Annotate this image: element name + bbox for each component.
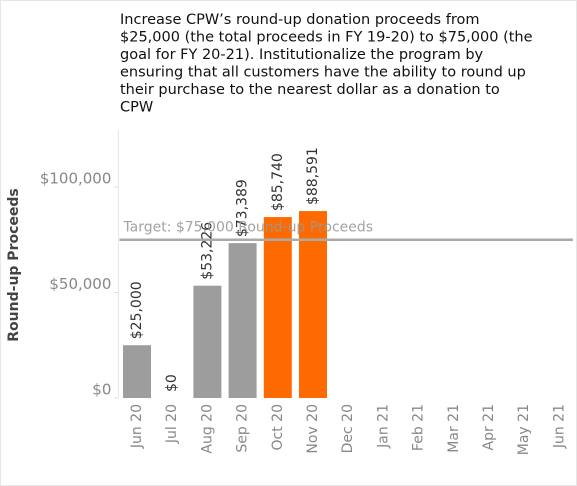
bar (228, 243, 257, 398)
title-line: their purchase to the nearest dollar as … (120, 82, 500, 98)
value-label: $88,591 (305, 147, 321, 205)
title-line: ensuring that all customers have the abi… (120, 65, 526, 81)
x-tick-label: Apr 21 (481, 404, 497, 450)
x-tick-label: Sep 20 (235, 404, 251, 453)
value-label: $25,000 (129, 281, 145, 339)
x-tick-label: Jan 21 (375, 404, 391, 449)
y-tick-label: $50,000 (49, 275, 111, 293)
title-line: goal for FY 20-21). Institutionalize the… (120, 47, 484, 63)
x-tick-label: Jul 20 (164, 404, 180, 444)
title-line: $25,000 (the total proceeds in FY 19-20)… (120, 30, 533, 46)
x-tick-label: Mar 21 (446, 404, 462, 453)
value-label: $73,389 (235, 179, 251, 237)
y-axis-label: Round-up Proceeds (6, 188, 22, 341)
y-tick-label: $100,000 (40, 169, 112, 187)
value-label: $0 (164, 374, 180, 392)
bar (123, 345, 151, 398)
bar (263, 217, 292, 398)
bar (299, 211, 327, 398)
y-tick-label: $0 (92, 381, 111, 399)
x-tick-label: May 21 (516, 404, 532, 455)
bar (193, 285, 222, 398)
value-label: $53,226 (199, 222, 215, 280)
x-tick-label: Nov 20 (305, 404, 321, 454)
title-line: Increase CPW’s round-up donation proceed… (120, 12, 479, 28)
value-label: $85,740 (270, 153, 286, 211)
x-tick-label: Feb 21 (411, 404, 427, 451)
title-line: CPW (120, 100, 153, 116)
x-tick-label: Dec 20 (340, 404, 356, 453)
reference-label: Target: $75,000 Round-up Proceeds (122, 220, 373, 236)
x-tick-label: Aug 20 (199, 404, 215, 454)
x-tick-label: Oct 20 (270, 404, 286, 450)
x-tick-label: Jun 21 (551, 404, 567, 449)
x-tick-label: Jun 20 (129, 404, 145, 449)
